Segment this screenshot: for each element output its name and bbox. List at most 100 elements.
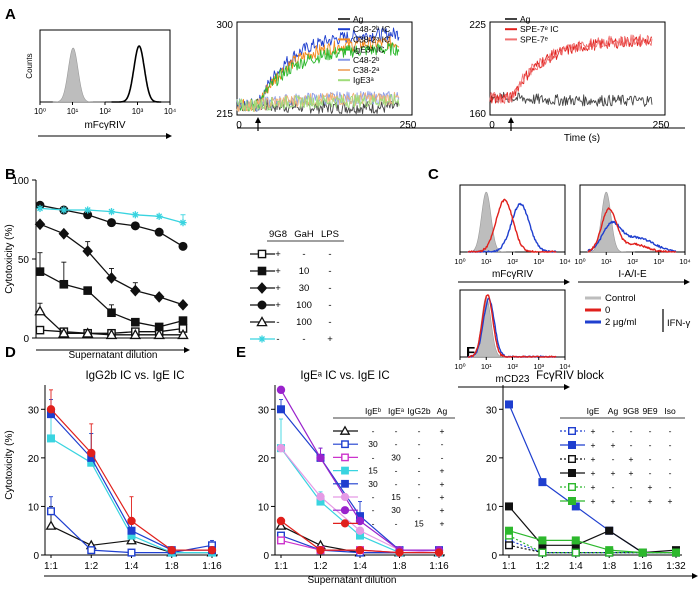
E-ytick-label: 30	[258, 405, 270, 416]
DEF-xlabel: Supernatant dilution	[308, 575, 397, 586]
B-table-cell: -	[328, 283, 331, 294]
C-hist-tick-label: 10³	[533, 257, 544, 266]
B-table-cell: -	[328, 300, 331, 311]
E-table-cell: -	[418, 452, 421, 462]
B-point	[155, 212, 163, 220]
F-table-cell: +	[648, 496, 653, 506]
F-table-header: Iso	[664, 406, 676, 416]
C-hist-xlabel: mCD23	[496, 374, 530, 385]
panel-label-E: E	[236, 344, 246, 361]
D-point	[47, 434, 56, 443]
E-table-cell: 30	[368, 439, 378, 449]
B-point	[107, 208, 116, 216]
F-table-cell: -	[612, 482, 615, 492]
B-legend-marker	[257, 266, 267, 276]
F-legend-marker	[568, 455, 577, 464]
E-table-cell: +	[440, 518, 445, 528]
B-table-cell: -	[302, 334, 305, 345]
F-table-cell: -	[669, 426, 672, 436]
E-xtick-label: 1:2	[314, 561, 328, 572]
C-hist-tick-label: 10²	[507, 362, 518, 371]
D-point	[127, 526, 136, 535]
E-point	[316, 492, 325, 501]
E-point	[355, 526, 365, 535]
D-ytick-label: 30	[28, 405, 40, 416]
asterisk-stroke	[108, 208, 115, 215]
C-hist-frame	[459, 289, 566, 358]
F-point	[571, 536, 580, 545]
A-hist-xaxis-arrow-head	[166, 133, 172, 139]
C-hist-tick-label: 10⁴	[679, 257, 691, 266]
B-legend-marker	[257, 249, 267, 259]
F-table-cell: -	[669, 454, 672, 464]
E-table-cell: -	[372, 426, 375, 436]
E-point	[276, 516, 286, 526]
B-ytick-label: 50	[18, 255, 30, 266]
F-table-cell: -	[669, 468, 672, 478]
B-point	[58, 227, 70, 240]
F-point	[672, 548, 681, 557]
D-point	[207, 545, 217, 555]
B-table-cell: +	[327, 334, 333, 345]
F-table-cell: -	[649, 440, 652, 450]
F-point	[505, 541, 514, 550]
E-table-header: IgEᵃ	[388, 406, 405, 416]
B-table-header: 9G8	[269, 229, 287, 240]
C-hist-tick-label: 10⁰	[574, 257, 585, 266]
E-table-cell: +	[440, 479, 445, 489]
B-point	[58, 327, 70, 338]
F-table-cell: +	[591, 440, 596, 450]
B-point	[130, 221, 140, 231]
E-legend-marker	[339, 425, 351, 435]
A-hist-tick-label: 10²	[99, 107, 111, 116]
E-table-cell: 30	[391, 452, 401, 462]
B-point	[35, 267, 45, 276]
A-kin1-legend-6: IgE3ᵃ	[353, 75, 374, 85]
A-kin2-trace	[489, 34, 653, 104]
C-hist-xlabel: I-A/I-E	[618, 269, 647, 280]
panel-label-F: F	[466, 344, 475, 361]
B-point	[84, 206, 92, 214]
F-table-cell: -	[649, 468, 652, 478]
E-point	[355, 516, 365, 526]
D-point	[127, 516, 136, 526]
A-kin1-ytick-bottom: 215	[216, 109, 233, 120]
F-title: FcγRIV block	[536, 370, 604, 382]
B-point	[130, 284, 141, 297]
E-ytick-label: 10	[258, 502, 270, 513]
A-kin2-ytick-top: 225	[469, 20, 486, 31]
A-hist-fcgriv-line	[111, 45, 162, 103]
A-kin2-frame	[489, 21, 666, 116]
E-table-cell: +	[440, 466, 445, 476]
E-table-header: IgG2b	[407, 406, 430, 416]
B-point	[131, 211, 139, 219]
E-table-cell: -	[372, 492, 375, 502]
E-legend-marker	[340, 492, 350, 502]
D-point	[126, 534, 137, 545]
E-table-cell: -	[372, 518, 375, 528]
A-kin2-trace	[489, 36, 653, 104]
B-table-cell: -	[276, 317, 279, 328]
F-table-cell: +	[611, 440, 616, 450]
B-ytick-label: 100	[12, 176, 29, 187]
A-kin1-legend-1: C48-2ᵇ IC	[353, 24, 390, 34]
E-table-cell: -	[372, 505, 375, 515]
F-xtick-label: 1:1	[502, 561, 516, 572]
F-point	[605, 526, 614, 535]
A-hist-frame	[39, 29, 171, 103]
C-legend-1: 0	[605, 305, 610, 316]
B-point	[178, 316, 188, 325]
C-hist-xlabel: mFcγRIV	[492, 269, 533, 280]
E-legend-marker	[341, 453, 349, 462]
B-table-cell: -	[302, 249, 305, 260]
B-point	[36, 204, 44, 213]
E-table-header: Ag	[437, 406, 448, 416]
B-point	[35, 325, 45, 335]
A-kin2-trace	[489, 91, 653, 107]
panel-label-A: A	[5, 6, 16, 23]
C-hist-tick-label: 10⁰	[454, 362, 465, 371]
F-ytick-label: 0	[491, 551, 497, 562]
A-kin1-xtick-0: 0	[236, 120, 242, 131]
E-table-cell: -	[395, 479, 398, 489]
E-point	[316, 545, 325, 555]
